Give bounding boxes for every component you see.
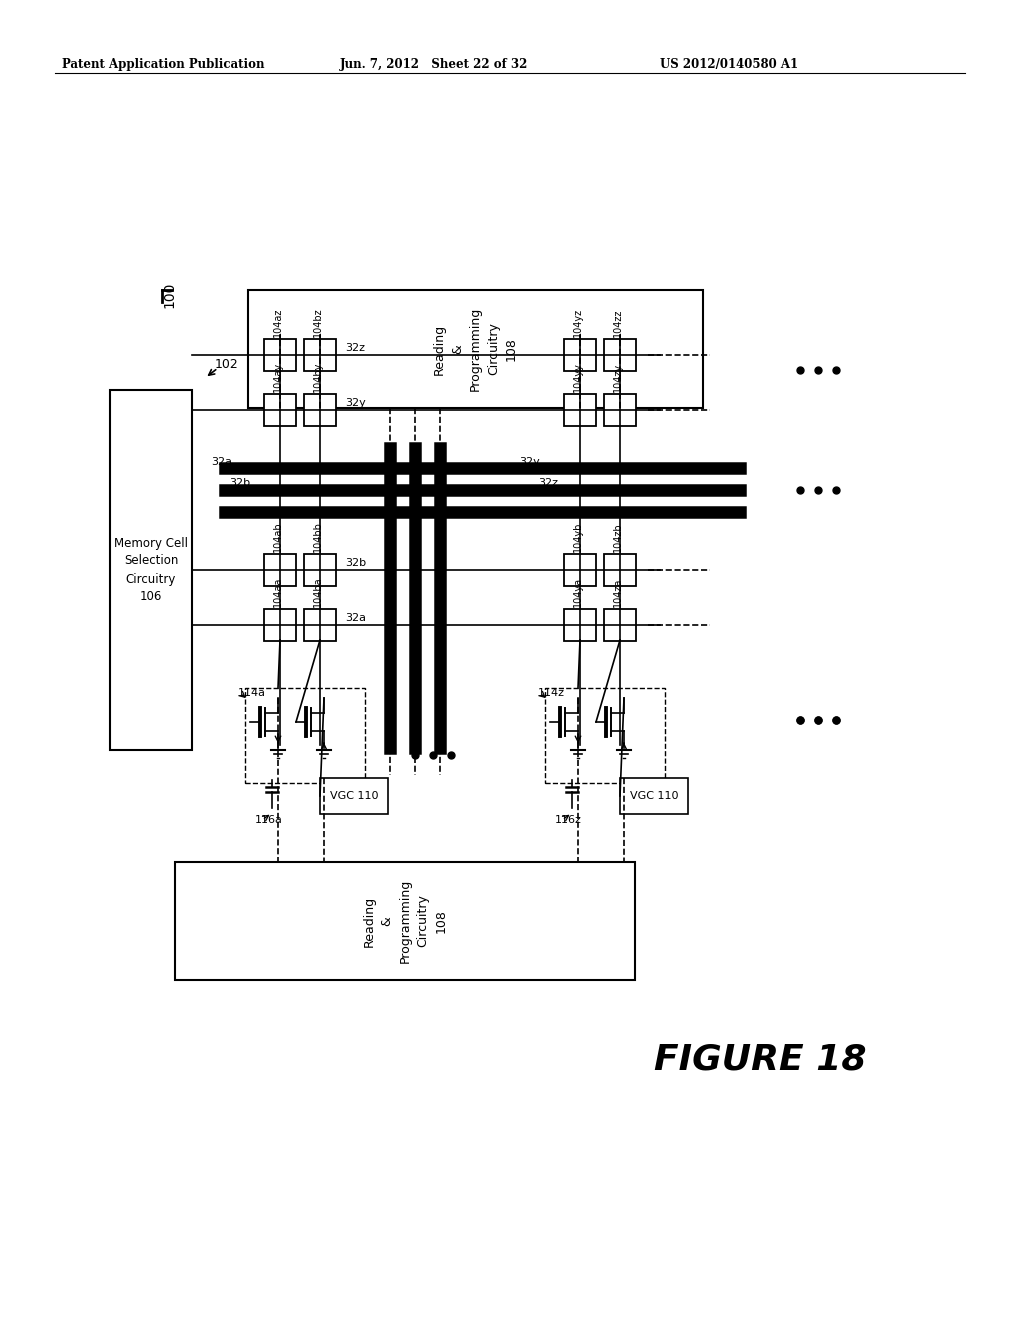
Text: 104by: 104by (313, 362, 323, 392)
Text: FIGURE 18: FIGURE 18 (653, 1043, 866, 1077)
Bar (264, 393, 296, 426)
Bar (248, 290, 703, 408)
Bar (564, 609, 596, 642)
Bar (564, 339, 596, 371)
Bar (564, 554, 596, 586)
Text: 32z: 32z (345, 343, 365, 352)
Text: VGC 110: VGC 110 (330, 791, 378, 801)
Bar (604, 554, 636, 586)
Bar (304, 393, 336, 426)
Text: 104yz: 104yz (573, 308, 583, 337)
Text: Patent Application Publication: Patent Application Publication (62, 58, 264, 71)
Text: Jun. 7, 2012   Sheet 22 of 32: Jun. 7, 2012 Sheet 22 of 32 (340, 58, 528, 71)
Text: 32z: 32z (538, 478, 558, 488)
Text: 104zy: 104zy (613, 363, 623, 392)
Text: Reading
&
Programming
Circuitry
108: Reading & Programming Circuitry 108 (362, 879, 447, 964)
Text: 104ay: 104ay (273, 362, 283, 392)
Text: 104zz: 104zz (613, 309, 623, 337)
Text: 104yb: 104yb (573, 521, 583, 552)
Text: 104ab: 104ab (273, 521, 283, 552)
Bar (564, 393, 596, 426)
Bar (264, 554, 296, 586)
Bar (620, 777, 688, 814)
Text: 32b: 32b (229, 478, 250, 488)
Bar (604, 393, 636, 426)
Bar (304, 339, 336, 371)
Bar (604, 609, 636, 642)
Text: 32a: 32a (345, 612, 366, 623)
Text: 104az: 104az (273, 308, 283, 337)
Text: 102: 102 (215, 359, 239, 371)
Bar (604, 339, 636, 371)
Bar (175, 862, 635, 979)
Text: 104aa: 104aa (273, 577, 283, 607)
Bar (264, 339, 296, 371)
Bar (110, 389, 193, 750)
Text: 104yy: 104yy (573, 362, 583, 392)
Text: 32a: 32a (211, 457, 232, 467)
Bar (545, 688, 665, 783)
Text: US 2012/0140580 A1: US 2012/0140580 A1 (660, 58, 798, 71)
Text: 104zb: 104zb (613, 523, 623, 552)
Text: 104bz: 104bz (313, 308, 323, 337)
Bar (264, 609, 296, 642)
Text: 104za: 104za (613, 578, 623, 607)
Text: 100: 100 (162, 281, 176, 308)
Text: Reading
&
Programming
Circuitry
108: Reading & Programming Circuitry 108 (433, 306, 518, 391)
Bar (304, 609, 336, 642)
Text: 32b: 32b (345, 558, 367, 568)
Text: 114a: 114a (238, 688, 266, 698)
Bar (245, 688, 365, 783)
Text: 116z: 116z (555, 814, 582, 825)
Text: 114z: 114z (538, 688, 565, 698)
Text: 104bb: 104bb (313, 521, 323, 552)
Text: VGC 110: VGC 110 (630, 791, 678, 801)
Bar (319, 777, 388, 814)
Bar (304, 554, 336, 586)
Text: 116a: 116a (255, 814, 283, 825)
Text: 32y: 32y (345, 399, 366, 408)
Text: 104ba: 104ba (313, 577, 323, 607)
Text: 104ya: 104ya (573, 577, 583, 607)
Text: 32y: 32y (519, 457, 540, 467)
Text: Memory Cell
Selection
Circuitry
106: Memory Cell Selection Circuitry 106 (114, 536, 188, 603)
